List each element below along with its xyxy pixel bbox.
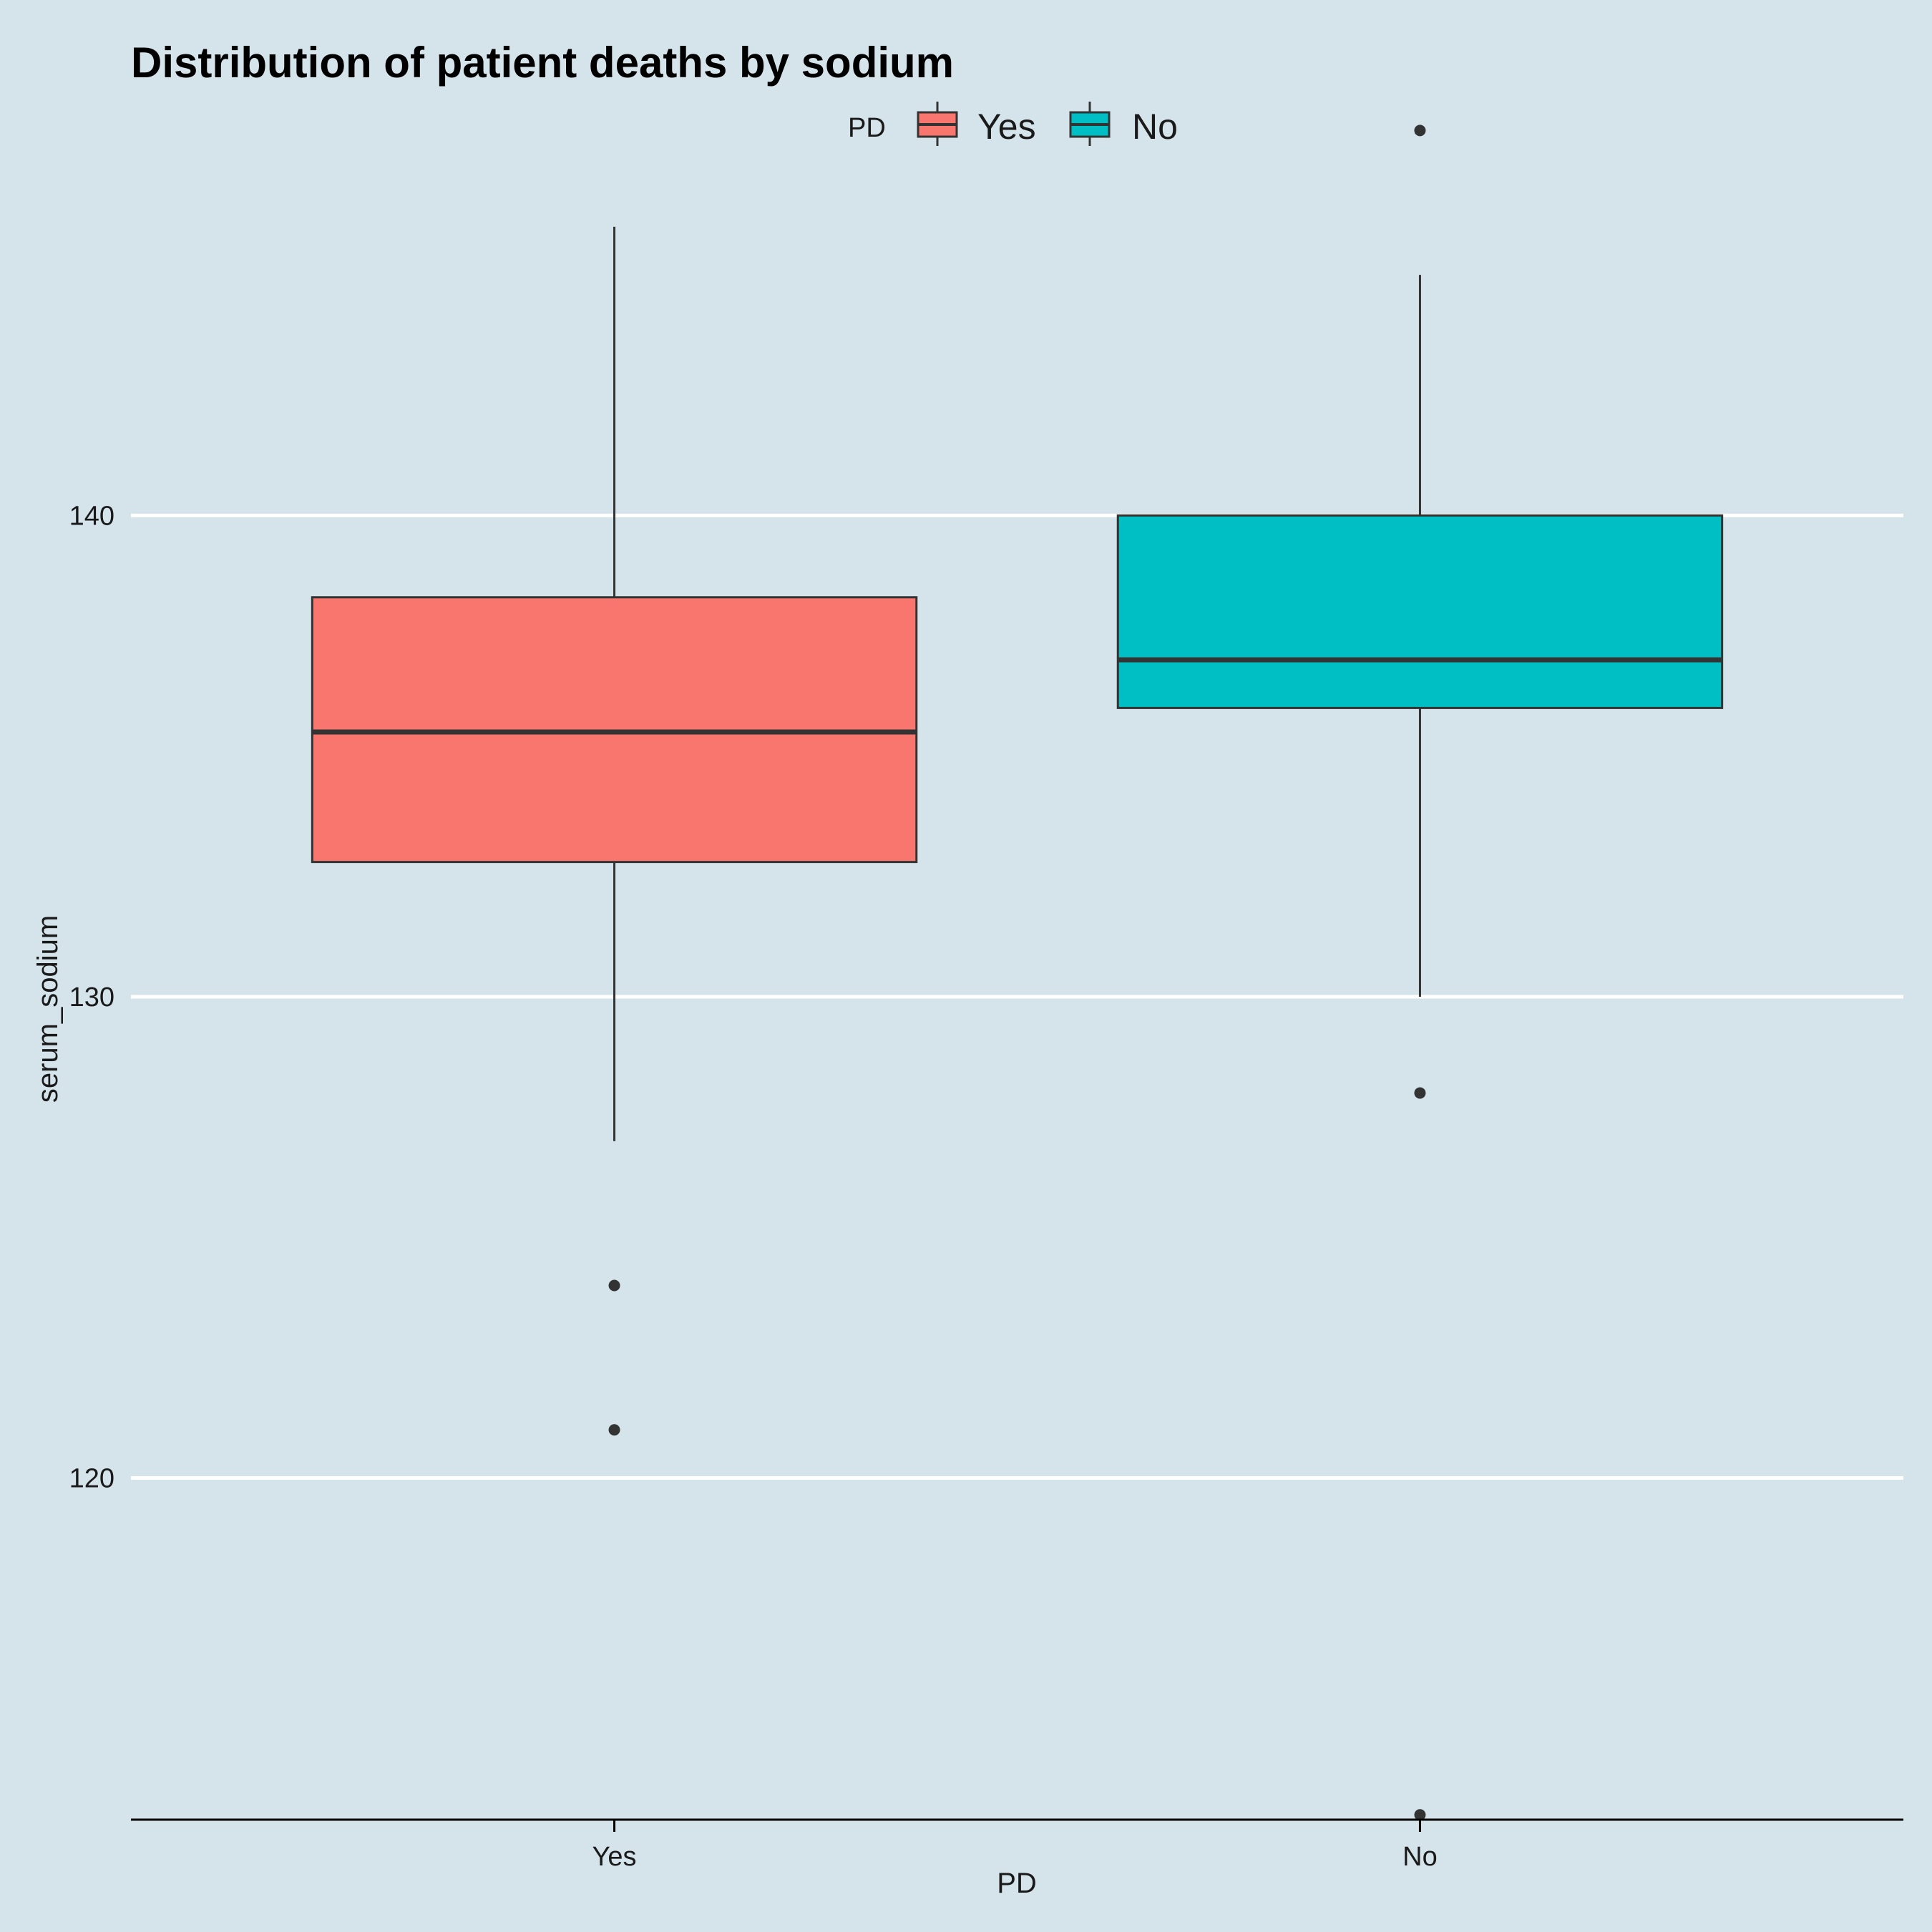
legend-label-yes: Yes — [977, 107, 1036, 147]
outlier-yes-0 — [608, 1279, 620, 1292]
y-tick-label-130: 130 — [69, 982, 114, 1013]
chart-title: Distribution of patient deaths by sodium — [131, 39, 954, 87]
x-tick-label-no: No — [1402, 1842, 1438, 1872]
legend-key-yes — [917, 102, 958, 146]
legend-key-no — [1069, 102, 1111, 146]
outlier-no-0 — [1414, 125, 1426, 137]
box-no — [1116, 125, 1724, 1821]
legend-title: PD — [848, 113, 886, 143]
y-axis-ticks: 120 130 140 — [69, 501, 114, 1493]
box-iqr-no — [1116, 514, 1724, 709]
legend-label-no: No — [1132, 107, 1178, 147]
x-axis-title: PD — [997, 1868, 1037, 1899]
y-tick-label-120: 120 — [69, 1463, 114, 1493]
x-axis-ticks: Yes No — [592, 1820, 1438, 1872]
legend: PD Yes No — [848, 102, 1178, 147]
x-tick-label-yes: Yes — [592, 1842, 637, 1872]
boxplots — [311, 125, 1724, 1821]
y-axis-title: serum_sodium — [32, 915, 64, 1103]
box-yes — [311, 226, 918, 1436]
outlier-yes-1 — [608, 1424, 620, 1436]
outlier-no-1 — [1414, 1087, 1426, 1099]
outlier-no-2 — [1414, 1809, 1426, 1821]
y-tick-label-140: 140 — [69, 501, 114, 531]
